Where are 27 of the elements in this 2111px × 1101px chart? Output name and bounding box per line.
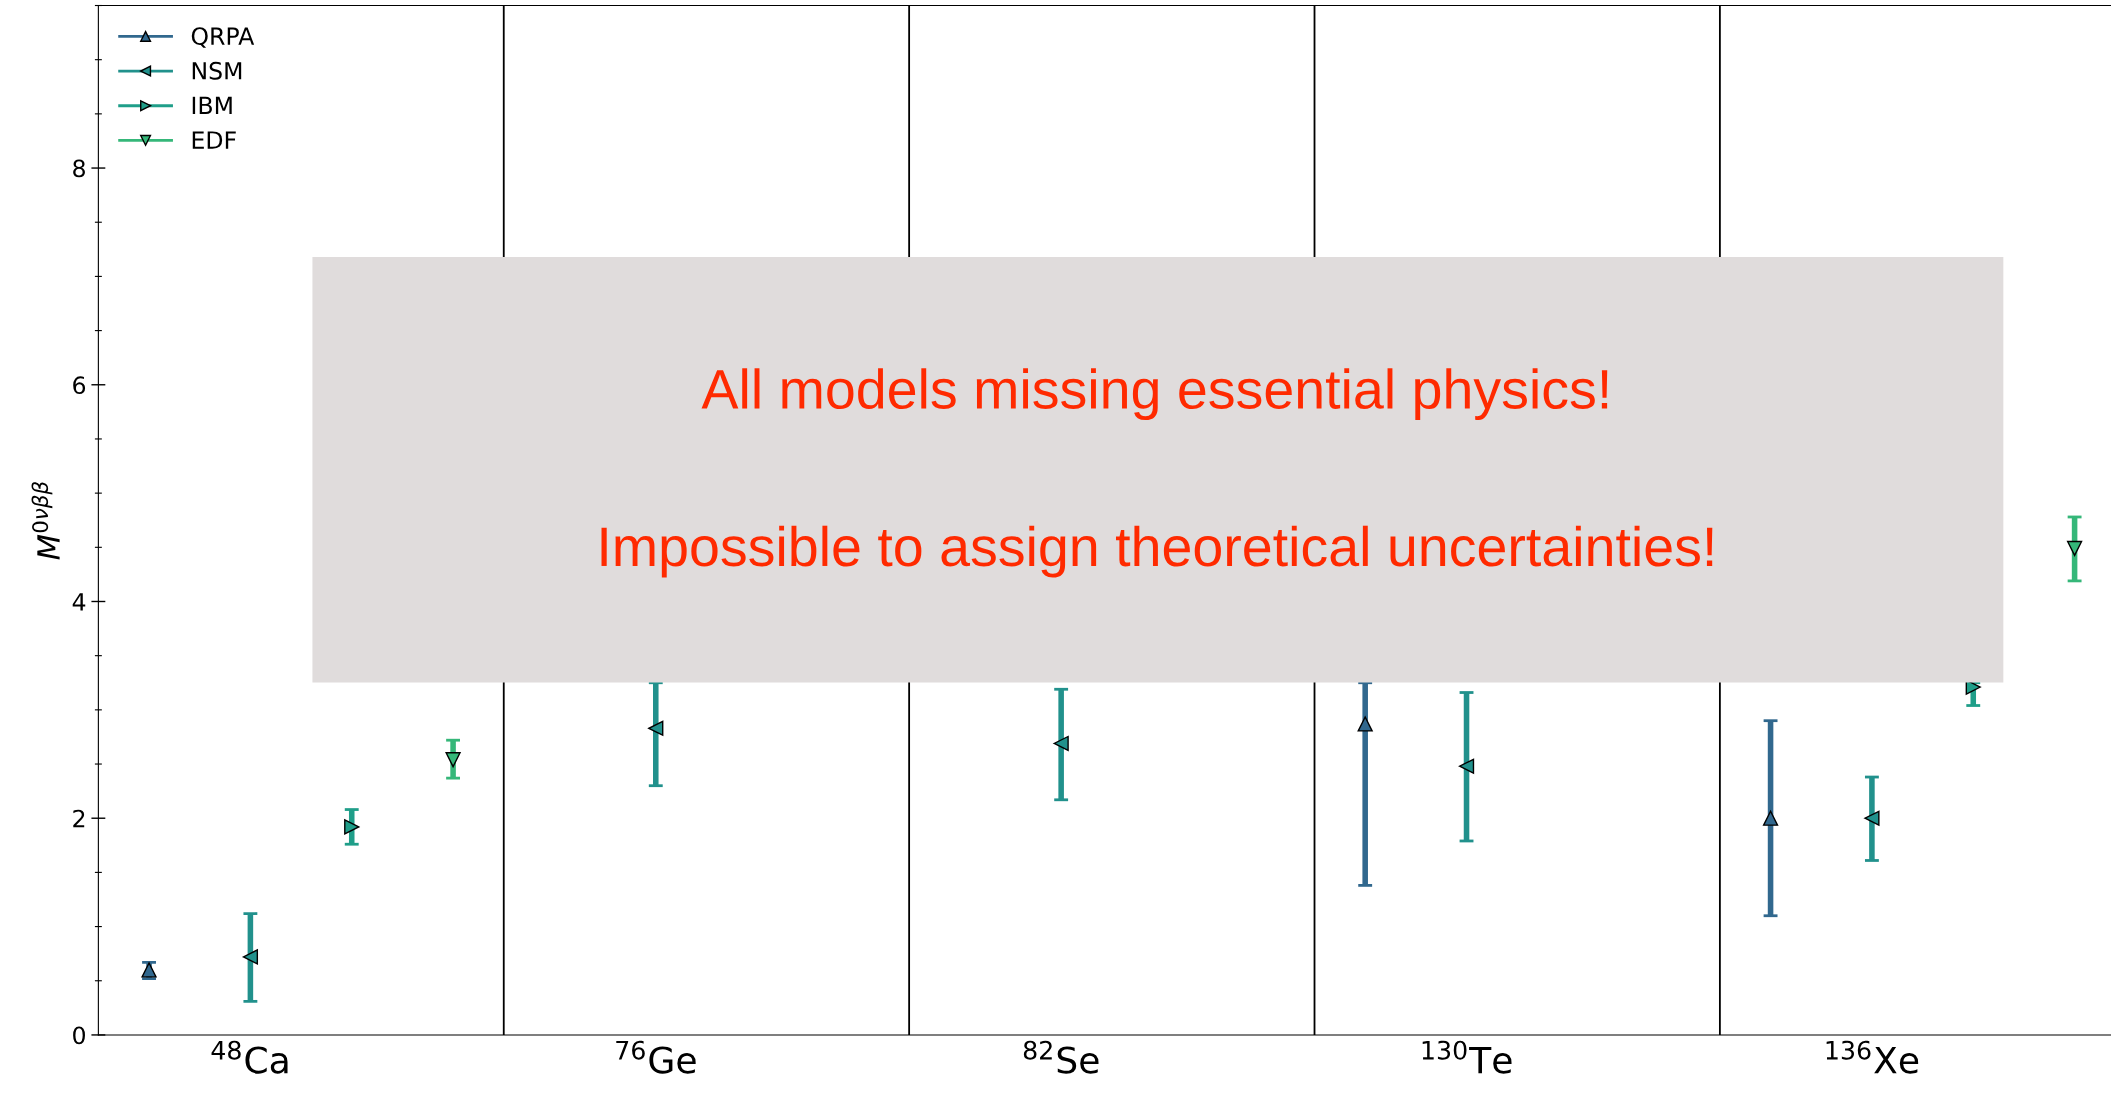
point (2066, 540, 2083, 557)
y-tick-label: 6 (73, 376, 86, 395)
point (1864, 810, 1880, 826)
point (1458, 758, 1475, 774)
x-tick-label: $^{82}$Se (1023, 1040, 1099, 1074)
point (445, 752, 461, 768)
legend-label: NSM (192, 61, 242, 80)
annotation: Impossible to assign theoretical uncertainties! (601, 525, 1713, 578)
y-tick-label: 2 (73, 809, 85, 828)
x-tick-label: $^{48}$Ca (211, 1040, 288, 1074)
legend-label: QRPA (191, 27, 255, 48)
y-tick-label: 0 (73, 1026, 85, 1045)
legend-label: EDF (192, 131, 236, 149)
y-tick-label: 4 (72, 593, 86, 611)
point (1357, 716, 1373, 732)
point (1762, 810, 1779, 826)
annotation: All models missing essential physics! (701, 368, 1608, 421)
point (344, 819, 360, 835)
x-tick-label: $^{130}$Te (1422, 1040, 1512, 1074)
point (242, 949, 259, 965)
y-axis-title: M$^{0νββ}$ (31, 482, 60, 560)
y-tick-label: 8 (73, 159, 85, 178)
legend-label: IBM (192, 96, 232, 115)
point (1053, 735, 1069, 752)
point (648, 720, 664, 736)
x-tick-label: $^{136}$Xe (1826, 1040, 1919, 1074)
x-tick-label: $^{76}$Ge (616, 1040, 696, 1074)
